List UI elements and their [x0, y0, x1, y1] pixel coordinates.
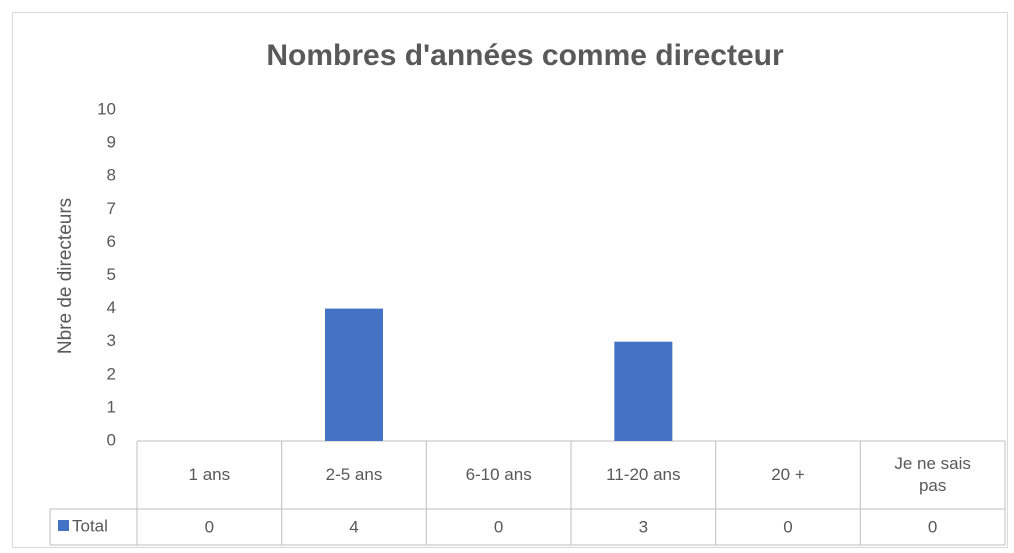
y-axis-label: Nbre de directeurs	[55, 198, 76, 354]
x-tick-label: Je ne sais pas	[894, 454, 971, 495]
table-value: 4	[349, 517, 358, 536]
y-tick-label: 6	[107, 232, 116, 251]
table-value: 3	[639, 517, 648, 536]
table-value: 0	[783, 517, 792, 536]
x-tick-label-box: 1 ans	[188, 465, 231, 484]
table-value: 0	[205, 517, 214, 536]
y-tick-label: 9	[107, 133, 116, 152]
y-tick-label: 8	[107, 166, 116, 185]
x-tick-label: 20 +	[771, 465, 805, 484]
y-tick-label: 5	[107, 265, 116, 284]
x-tick-label: 11-20 ans	[606, 465, 681, 484]
bar	[325, 308, 383, 441]
y-tick-label: 0	[107, 430, 116, 449]
y-tick-label: 3	[107, 331, 116, 350]
x-tick-label: 1 ans	[188, 465, 231, 484]
y-tick-label: 2	[107, 364, 116, 383]
x-tick-label-box: Je ne sais pas	[894, 454, 971, 495]
x-tick-label: 6-10 ans	[465, 465, 532, 484]
table-value: 0	[928, 517, 937, 536]
y-tick-label: 4	[107, 298, 116, 317]
chart-frame	[12, 12, 1008, 548]
x-tick-label: 2-5 ans	[325, 465, 383, 484]
x-tick-label-box: 6-10 ans	[465, 465, 532, 484]
x-tick-label-box: 20 +	[771, 465, 805, 484]
x-tick-label-box: 11-20 ans	[606, 465, 681, 484]
table-value: 0	[494, 517, 503, 536]
legend-label: Total	[72, 516, 108, 535]
y-tick-label: 10	[97, 99, 116, 118]
chart-title: Nombres d'années comme directeur	[266, 39, 784, 72]
y-tick-label: 1	[107, 397, 116, 416]
x-tick-label-box: 2-5 ans	[325, 465, 383, 484]
legend-swatch	[58, 520, 69, 531]
bar	[614, 341, 673, 441]
y-tick-label: 7	[107, 199, 116, 218]
